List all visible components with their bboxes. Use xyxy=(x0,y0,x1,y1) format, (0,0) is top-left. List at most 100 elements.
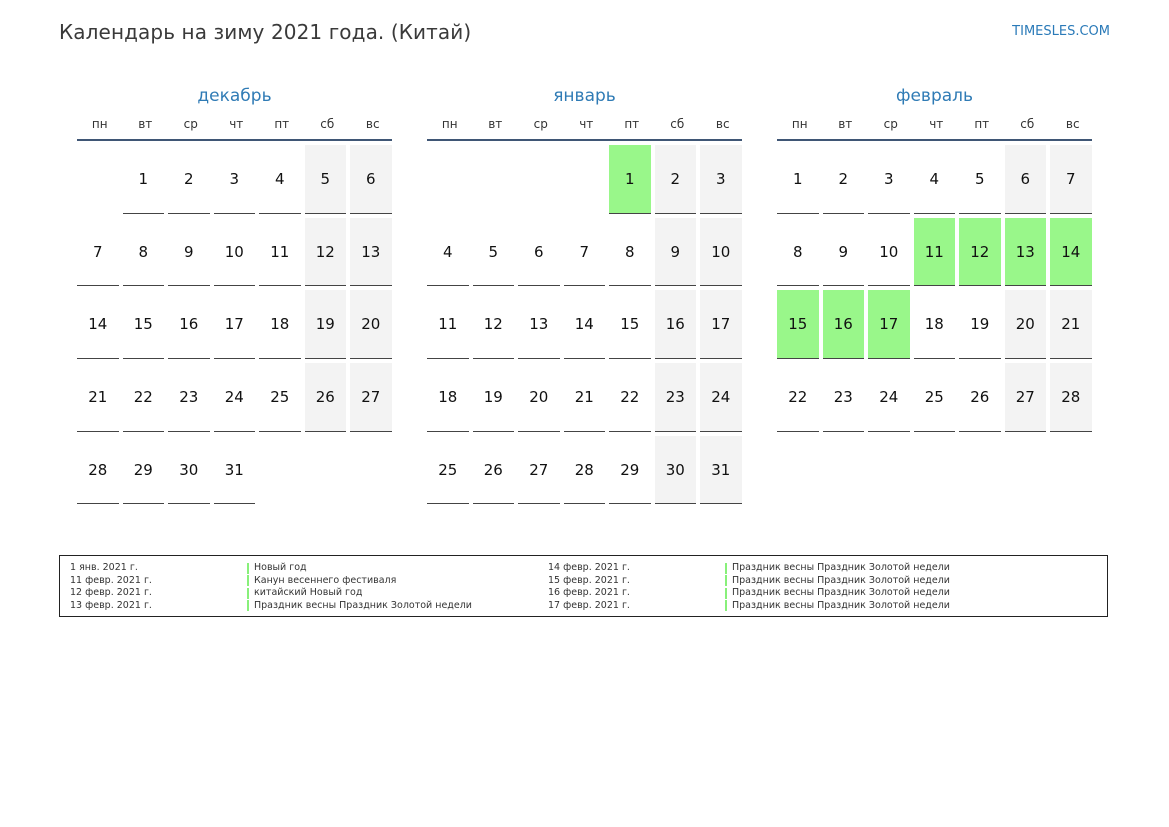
legend-holiday-name: китайский Новый год xyxy=(254,587,363,598)
day-number: 24 xyxy=(213,363,255,432)
day-number: 17 xyxy=(868,290,910,360)
day-number: 27 xyxy=(518,436,560,505)
empty-day-cell xyxy=(305,436,351,509)
day-cell: 17 xyxy=(700,290,746,363)
legend-holiday-name: Праздник весны Праздник Золотой недели xyxy=(732,562,950,573)
day-cell: 1 xyxy=(777,145,823,218)
day-cell: 25 xyxy=(913,363,960,436)
weekday-label: пт xyxy=(974,117,990,131)
legend-row: 12 февр. 2021 г. китайский Новый год xyxy=(60,587,472,600)
holiday-color-marker xyxy=(725,600,727,611)
day-number: 15 xyxy=(609,290,651,360)
month-title: январь xyxy=(553,86,616,106)
day-number: 10 xyxy=(700,217,742,287)
day-number xyxy=(427,145,469,214)
month-december: декабрь пн вт ср чт пт сб вс 1 2 3 4 5 6 7 8 9 10 11 12 13… xyxy=(77,84,392,508)
weekday-label: ср xyxy=(183,117,198,131)
day-number: 5 xyxy=(472,218,514,287)
day-number: 28 xyxy=(77,436,119,505)
day-cell: 27 xyxy=(350,363,396,436)
day-cell: 14 xyxy=(77,290,123,363)
holiday-day-cell: 11 xyxy=(913,217,960,291)
holiday-color-marker xyxy=(725,575,727,586)
day-number: 2 xyxy=(168,145,210,214)
day-number: 28 xyxy=(563,436,605,505)
day-cell: 28 xyxy=(77,436,123,509)
day-number: 22 xyxy=(122,363,164,432)
holiday-color-marker xyxy=(247,575,249,586)
day-number: 14 xyxy=(563,290,605,360)
day-number: 19 xyxy=(472,363,514,432)
day-cell: 18 xyxy=(427,363,473,436)
weekday-label: вс xyxy=(715,117,730,131)
day-grid: 1 2 3 4 5 6 7 8 9 10 11 12 13 14 15 16 17 18 19 20 21 22 23 24 2… xyxy=(77,145,392,508)
holiday-color-marker xyxy=(725,562,727,574)
day-number: 31 xyxy=(213,436,255,505)
day-cell: 4 xyxy=(259,145,305,218)
day-cell: 9 xyxy=(822,218,869,291)
weekday-header: пн вт ср чт пт сб вс xyxy=(777,117,1092,141)
day-number xyxy=(259,436,301,505)
legend-holiday-name: Канун весеннего фестиваля xyxy=(254,574,397,586)
day-number: 25 xyxy=(427,436,469,505)
day-cell: 4 xyxy=(427,218,473,291)
day-number: 9 xyxy=(168,218,210,287)
legend-left-column: 1 янв. 2021 г. Новый год 11 февр. 2021 г. К… xyxy=(60,562,472,612)
holiday-color-marker xyxy=(247,600,249,611)
day-number: 1 xyxy=(609,145,651,214)
day-number: 8 xyxy=(777,218,819,287)
day-number: 22 xyxy=(609,363,651,432)
day-number: 5 xyxy=(304,145,346,214)
holiday-color-marker xyxy=(247,562,249,574)
day-cell: 2 xyxy=(168,145,214,218)
site-link[interactable]: TIMESLES.COM xyxy=(1012,24,1110,39)
day-number: 4 xyxy=(427,218,469,287)
day-number: 8 xyxy=(122,218,164,287)
day-number: 23 xyxy=(168,363,210,432)
day-cell: 5 xyxy=(472,218,519,291)
day-cell: 2 xyxy=(654,145,701,218)
day-number: 6 xyxy=(518,218,560,287)
day-cell: 7 xyxy=(563,218,610,291)
day-cell: 6 xyxy=(518,218,564,291)
day-cell: 24 xyxy=(868,363,914,436)
legend-row: 17 февр. 2021 г. Праздник весны Праздник … xyxy=(538,600,950,613)
day-number: 16 xyxy=(654,290,696,360)
month-title: февраль xyxy=(895,86,974,106)
weekday-label: сб xyxy=(320,117,335,131)
weekday-label: пн xyxy=(91,117,108,131)
day-number: 29 xyxy=(122,436,164,505)
day-number: 4 xyxy=(913,145,955,214)
empty-day-cell xyxy=(473,145,519,218)
holiday-day-cell: 16 xyxy=(822,290,869,363)
day-number: 30 xyxy=(654,435,696,505)
empty-day-cell xyxy=(518,145,564,218)
day-number: 15 xyxy=(777,290,819,360)
day-cell: 24 xyxy=(700,363,746,436)
day-grid: 1 2 3 4 5 6 7 8 9 10 11 12 13 14 15 16 17 18 19 20 21 22 23 24 2… xyxy=(777,145,1092,436)
day-cell: 12 xyxy=(472,290,519,363)
holiday-day-cell: 15 xyxy=(777,290,823,363)
day-number: 3 xyxy=(700,145,742,214)
day-number: 13 xyxy=(1004,217,1046,287)
day-number: 6 xyxy=(350,145,392,214)
day-cell: 30 xyxy=(654,435,701,509)
day-number: 18 xyxy=(259,290,301,360)
weekday-label: пт xyxy=(624,117,640,131)
day-cell: 2 xyxy=(822,145,869,218)
day-cell: 15 xyxy=(609,290,655,363)
day-number: 12 xyxy=(472,290,514,360)
day-cell: 9 xyxy=(168,218,214,291)
day-number: 20 xyxy=(1004,290,1046,360)
day-number xyxy=(77,145,119,214)
day-number xyxy=(518,145,560,214)
holiday-day-cell: 1 xyxy=(609,145,655,218)
day-cell: 27 xyxy=(518,436,564,509)
day-number: 20 xyxy=(350,290,392,360)
day-cell: 18 xyxy=(913,290,960,363)
day-number: 31 xyxy=(700,435,742,505)
legend-row: 11 февр. 2021 г. Канун весеннего фестивал… xyxy=(60,575,472,588)
day-cell: 4 xyxy=(913,145,960,218)
month-february: февраль пн вт ср чт пт сб вс 1 2 3 4 5 6 7 8 9 10 11 12 13… xyxy=(777,84,1092,436)
day-cell: 5 xyxy=(959,145,1005,218)
